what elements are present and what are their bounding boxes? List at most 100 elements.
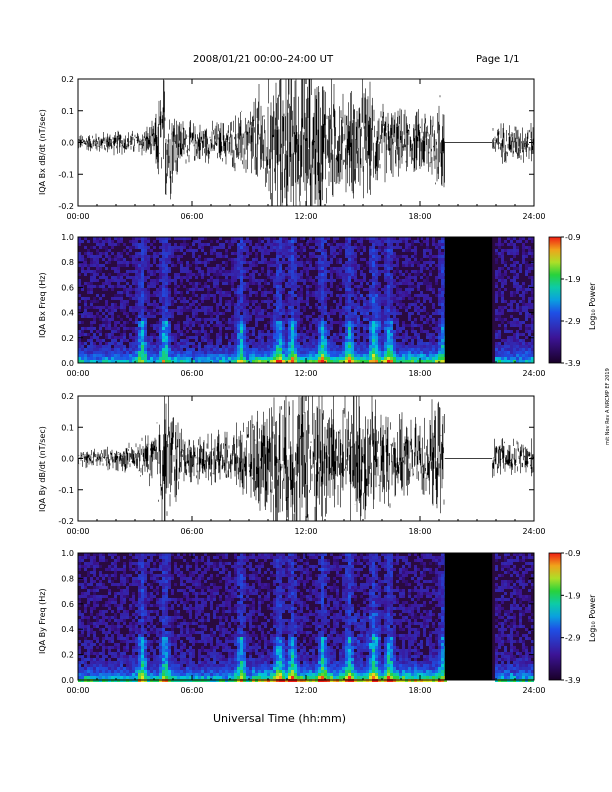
spectrogram-cell <box>102 556 105 559</box>
spectrogram-cell <box>387 300 390 303</box>
spectrogram-cell <box>276 321 279 324</box>
spectrogram-cell <box>327 288 330 291</box>
spectrogram-cell <box>441 324 444 327</box>
spectrogram-cell <box>381 336 384 339</box>
spectrogram-cell <box>354 348 357 351</box>
spectrogram-cell <box>426 318 429 321</box>
spectrogram-cell <box>222 294 225 297</box>
spectrogram-cell <box>369 249 372 252</box>
spectrogram-cell <box>180 300 183 303</box>
spectrogram-cell <box>411 351 414 354</box>
spectrogram-cell <box>360 285 363 288</box>
spectrogram-cell <box>132 342 135 345</box>
spectrogram-cell <box>84 342 87 345</box>
spectrogram-cell <box>114 357 117 360</box>
spectrogram-cell <box>108 568 111 571</box>
spectrogram-cell <box>153 312 156 315</box>
spectrogram-cell <box>120 261 123 264</box>
spectrogram-cell <box>309 354 312 357</box>
spectrogram-cell <box>390 255 393 258</box>
spectrogram-cell <box>315 267 318 270</box>
spectrogram-cell <box>426 330 429 333</box>
spectrogram-cell <box>216 264 219 267</box>
spectrogram-cell <box>390 297 393 300</box>
spectrogram-cell <box>396 261 399 264</box>
spectrogram-cell <box>519 309 522 312</box>
spectrogram-cell <box>123 592 126 595</box>
spectrogram-cell <box>369 351 372 354</box>
spectrogram-cell <box>510 348 513 351</box>
spectrogram-cell <box>165 249 168 252</box>
spectrogram-cell <box>246 255 249 258</box>
spectrogram-cell <box>129 574 132 577</box>
spectrogram-cell <box>213 270 216 273</box>
spectrogram-cell <box>114 294 117 297</box>
spectrogram-cell <box>255 336 258 339</box>
spectrogram-cell <box>381 345 384 348</box>
spectrogram-cell <box>138 661 141 664</box>
spectrogram-cell <box>123 306 126 309</box>
spectrogram-cell <box>183 321 186 324</box>
spectrogram-cell <box>84 643 87 646</box>
spectrogram-cell <box>114 243 117 246</box>
spectrogram-cell <box>372 312 375 315</box>
spectrogram-cell <box>135 664 138 667</box>
spectrogram-cell <box>414 336 417 339</box>
spectrogram-cell <box>162 258 165 261</box>
spectrogram-cell <box>324 312 327 315</box>
spectrogram-cell <box>204 336 207 339</box>
spectrogram-cell <box>279 294 282 297</box>
spectrogram-cell <box>291 345 294 348</box>
spectrogram-cell <box>93 348 96 351</box>
spectrogram-cell <box>495 312 498 315</box>
spectrogram-cell <box>228 243 231 246</box>
spectrogram-cell <box>222 255 225 258</box>
spectrogram-cell <box>111 297 114 300</box>
spectrogram-cell <box>354 237 357 240</box>
spectrogram-cell <box>168 258 171 261</box>
spectrogram-cell <box>495 291 498 294</box>
spectrogram-cell <box>120 300 123 303</box>
panel2-xtick-label: 06:00 <box>180 369 203 378</box>
spectrogram-cell <box>315 351 318 354</box>
spectrogram-cell <box>402 348 405 351</box>
spectrogram-cell <box>327 270 330 273</box>
spectrogram-cell <box>402 357 405 360</box>
spectrogram-cell <box>267 282 270 285</box>
spectrogram-cell <box>417 342 420 345</box>
spectrogram-cell <box>159 237 162 240</box>
spectrogram-cell <box>288 294 291 297</box>
spectrogram-cell <box>204 318 207 321</box>
spectrogram-cell <box>273 330 276 333</box>
spectrogram-cell <box>108 649 111 652</box>
spectrogram-cell <box>111 580 114 583</box>
spectrogram-cell <box>516 309 519 312</box>
spectrogram-cell <box>423 360 426 363</box>
spectrogram-cell <box>180 255 183 258</box>
spectrogram-cell <box>102 282 105 285</box>
spectrogram-cell <box>387 246 390 249</box>
spectrogram-cell <box>510 258 513 261</box>
spectrogram-cell <box>183 327 186 330</box>
spectrogram-cell <box>324 258 327 261</box>
spectrogram-cell <box>165 255 168 258</box>
spectrogram-cell <box>237 336 240 339</box>
spectrogram-cell <box>216 273 219 276</box>
spectrogram-cell <box>183 300 186 303</box>
spectrogram-cell <box>279 300 282 303</box>
spectrogram-cell <box>426 345 429 348</box>
spectrogram-cell <box>126 673 129 676</box>
spectrogram-cell <box>141 586 144 589</box>
spectrogram-cell <box>132 625 135 628</box>
spectrogram-cell <box>132 345 135 348</box>
spectrogram-cell <box>396 243 399 246</box>
spectrogram-cell <box>168 279 171 282</box>
spectrogram-cell <box>291 255 294 258</box>
spectrogram-cell <box>348 333 351 336</box>
spectrogram-cell <box>138 291 141 294</box>
spectrogram-cell <box>345 240 348 243</box>
spectrogram-cell <box>363 342 366 345</box>
spectrogram-cell <box>102 559 105 562</box>
spectrogram-cell <box>114 348 117 351</box>
spectrogram-cell <box>342 306 345 309</box>
